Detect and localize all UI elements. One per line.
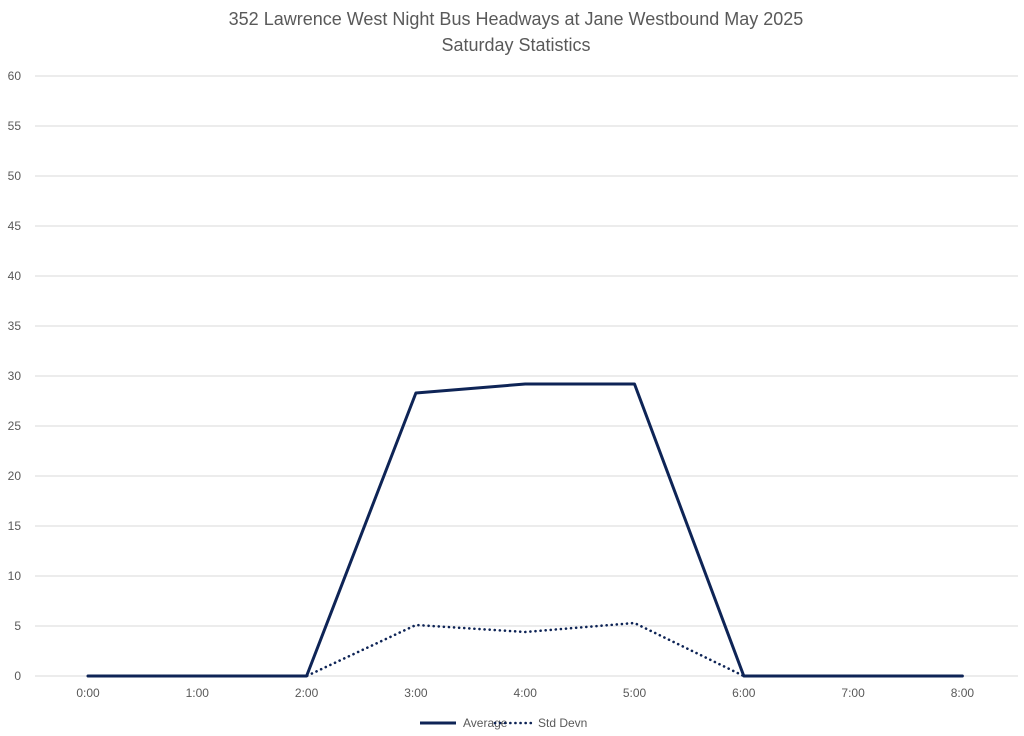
x-tick-label: 4:00 [514,686,538,700]
y-tick-label: 10 [8,569,22,583]
y-tick-label: 60 [8,69,22,83]
y-tick-label: 55 [8,119,22,133]
x-tick-label: 7:00 [841,686,865,700]
x-tick-label: 2:00 [295,686,319,700]
y-tick-label: 15 [8,519,22,533]
chart-subtitle: Saturday Statistics [441,35,590,55]
x-tick-label: 6:00 [732,686,756,700]
y-tick-label: 45 [8,219,22,233]
series-line-std-devn [86,621,964,678]
y-tick-label: 20 [8,469,22,483]
x-tick-label: 3:00 [404,686,428,700]
y-tick-label: 35 [8,319,22,333]
series-lines [86,382,964,678]
y-tick-label: 40 [8,269,22,283]
x-tick-label: 0:00 [76,686,100,700]
x-tick-label: 5:00 [623,686,647,700]
y-tick-label: 25 [8,419,22,433]
x-tick-label: 8:00 [951,686,975,700]
legend-label: Std Devn [538,716,587,730]
legend: Average Std Devn [420,716,587,730]
y-tick-label: 0 [14,669,21,683]
y-tick-label: 50 [8,169,22,183]
x-tick-label: 1:00 [186,686,210,700]
chart-title: 352 Lawrence West Night Bus Headways at … [229,9,804,29]
y-axis-ticks: 0 5 10 15 20 25 30 35 40 45 50 55 60 [8,69,22,683]
legend-label: Average [463,716,508,730]
gridlines [35,75,1018,677]
x-axis-ticks: 0:00 1:00 2:00 3:00 4:00 5:00 6:00 7:00 8:00 [76,686,974,700]
y-tick-label: 30 [8,369,22,383]
y-tick-label: 5 [14,619,21,633]
